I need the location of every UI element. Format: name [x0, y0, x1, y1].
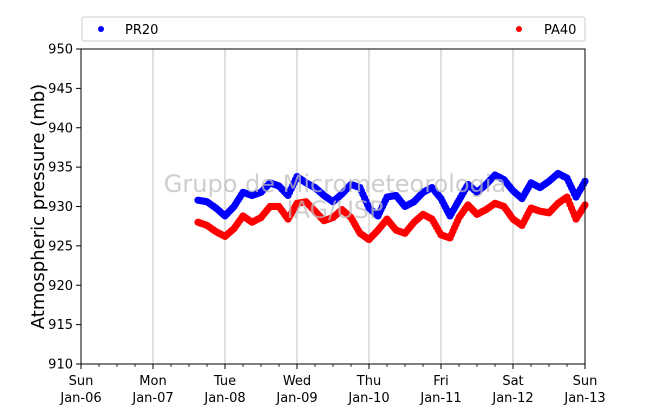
watermark-line-1: Grupo de Micrometeorologia [164, 170, 506, 198]
y-tick-label: 930 [48, 200, 73, 215]
x-tick-label-day: Tue [213, 374, 236, 389]
watermark-line-2: IAG/USP [286, 196, 383, 224]
legend-marker-pa40 [516, 26, 522, 32]
series-pa40 [194, 193, 589, 244]
y-axis: 910 915 920 925 930 935 940 945 950 [48, 43, 81, 373]
x-tick-label-date: Jan-12 [491, 391, 533, 406]
x-tick-label-day: Thu [356, 374, 381, 389]
x-tick-label-day: Fri [433, 374, 449, 389]
y-axis-label: Atmospheric pressure (mb) [28, 84, 49, 329]
legend: PR20 PA40 [81, 16, 586, 42]
y-tick-label: 945 [48, 82, 73, 97]
x-tick-label-day: Wed [283, 374, 311, 389]
x-tick-label-date: Jan-13 [563, 391, 605, 406]
y-tick-label: 950 [48, 43, 73, 58]
series-layer [194, 169, 589, 244]
y-tick-label: 915 [48, 318, 73, 333]
y-tick-label: 920 [48, 279, 73, 294]
x-tick-label-day: Sat [502, 374, 523, 389]
legend-label-pa40: PA40 [544, 23, 576, 38]
x-tick-label-date: Jan-07 [131, 391, 173, 406]
x-tick-label-date: Jan-11 [419, 391, 461, 406]
y-tick-label: 910 [48, 358, 73, 373]
y-tick-label: 935 [48, 161, 73, 176]
legend-label-pr20: PR20 [125, 23, 158, 38]
x-tick-label-date: Jan-10 [347, 391, 389, 406]
x-tick-label-day: Sun [69, 374, 94, 389]
x-tick-label-date: Jan-06 [59, 391, 101, 406]
x-axis: Sun Jan-06 Mon Jan-07 Tue Jan-08 Wed Jan-09 Thu J… [59, 364, 606, 406]
x-tick-label-date: Jan-08 [203, 391, 245, 406]
y-tick-label: 925 [48, 239, 73, 254]
x-tick-label-day: Mon [139, 374, 166, 389]
y-tick-label: 940 [48, 121, 73, 136]
legend-marker-pr20 [98, 26, 104, 32]
x-tick-label-date: Jan-09 [275, 391, 317, 406]
legend-box [81, 16, 586, 42]
x-tick-label-day: Sun [573, 374, 598, 389]
series-pr20 [194, 169, 589, 220]
